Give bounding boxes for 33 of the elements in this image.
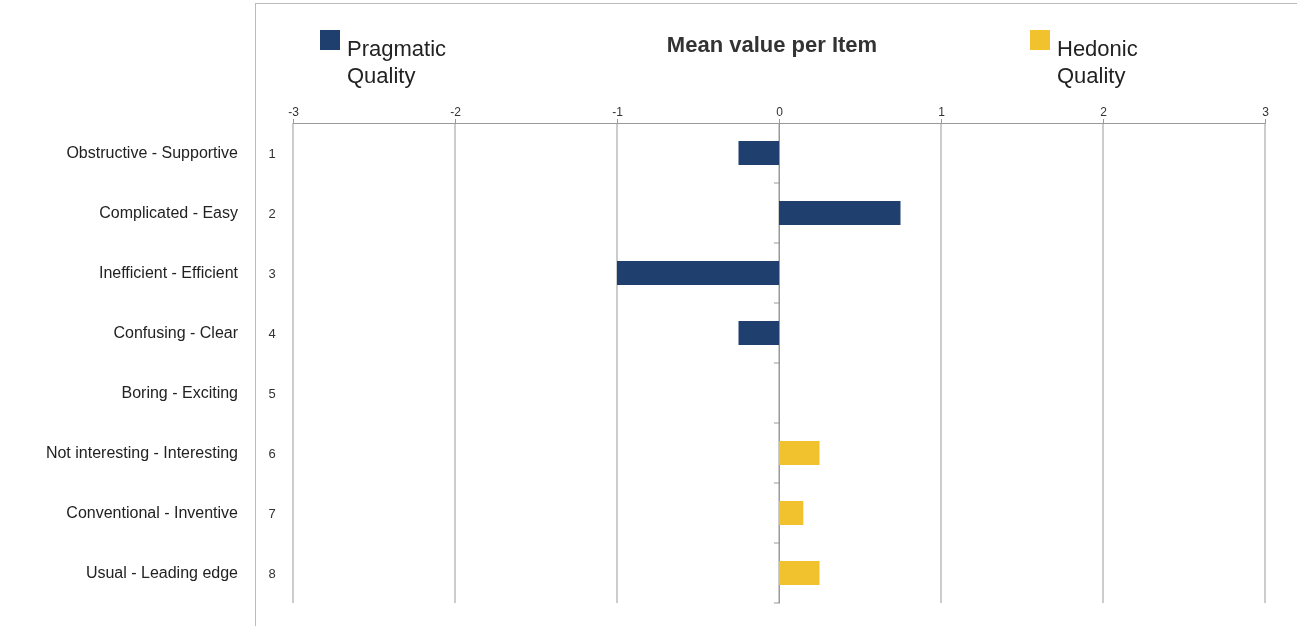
bar xyxy=(738,321,779,345)
bar xyxy=(779,501,804,525)
x-tick-label: 0 xyxy=(776,105,784,119)
x-tick-label: -2 xyxy=(450,105,462,119)
x-tick-label: -1 xyxy=(612,105,624,119)
legend-label: Hedonic Quality xyxy=(1057,36,1138,88)
y-tick-label: 7 xyxy=(268,506,276,521)
y-tick-label: 5 xyxy=(268,386,276,401)
y-tick-label: 1 xyxy=(268,146,276,161)
x-tick-label: 2 xyxy=(1100,105,1108,119)
text: Not interesting - Interesting xyxy=(45,444,238,461)
x-tick-label: 3 xyxy=(1262,105,1270,119)
text: Obstructive - Supportive xyxy=(66,144,239,161)
text: Boring - Exciting xyxy=(121,384,238,401)
bar xyxy=(738,141,779,165)
y-tick-label: 8 xyxy=(268,566,276,581)
text: Conventional - Inventive xyxy=(66,504,239,521)
text: Usual - Leading edge xyxy=(85,564,239,581)
y-tick-label: 2 xyxy=(268,206,276,221)
y-tick-label: 3 xyxy=(268,266,276,281)
text: Confusing - Clear xyxy=(113,324,239,341)
text: Complicated - Easy xyxy=(99,204,238,221)
bar xyxy=(779,201,901,225)
text: Inefficient - Efficient xyxy=(98,264,239,281)
bar xyxy=(617,261,779,285)
bar xyxy=(779,561,820,585)
y-tick-label: 6 xyxy=(268,446,276,461)
legend-label: Pragmatic Quality xyxy=(347,36,447,88)
bar xyxy=(779,441,820,465)
chart-title: Mean value per Item xyxy=(666,32,878,57)
x-tick-label: 1 xyxy=(938,105,946,119)
y-tick-label: 4 xyxy=(268,326,276,341)
x-tick-label: -3 xyxy=(288,105,300,119)
